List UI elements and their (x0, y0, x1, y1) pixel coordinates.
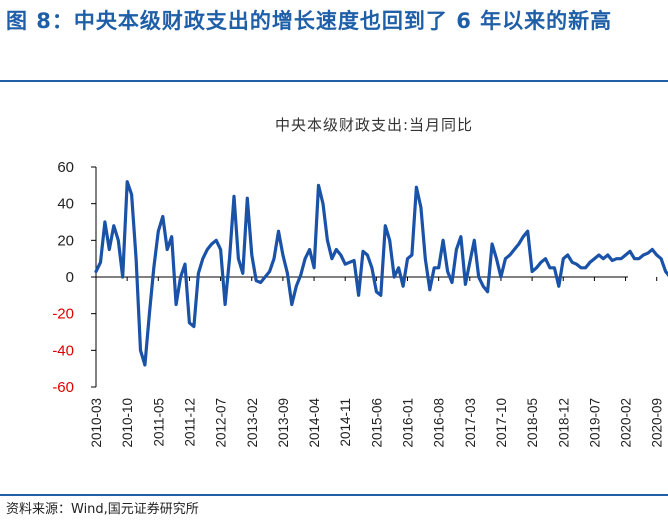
x-tick-label: 2010-03 (89, 398, 104, 448)
x-tick-label: 2018-12 (556, 398, 571, 448)
x-tick-label: 2020-02 (619, 398, 634, 448)
x-tick-label: 2019-07 (587, 398, 602, 448)
chart-title: 中央本级财政支出:当月同比 (275, 116, 473, 134)
x-tick-label: 2015-06 (369, 398, 384, 448)
y-axis-ticks: 60 40 20 0 -20 -40 -60 (52, 159, 96, 396)
x-tick-label: 2016-08 (432, 398, 447, 448)
x-tick-label: 2013-02 (245, 398, 260, 448)
y-tick-label: 0 (66, 269, 74, 286)
x-tick-label: 2014-04 (307, 398, 322, 448)
x-tick-label: 2014-11 (338, 398, 353, 447)
bottom-divider (0, 494, 668, 496)
y-tick-label: -40 (52, 342, 74, 359)
x-tick-label: 2017-10 (494, 398, 509, 448)
x-tick-label: 2013-09 (276, 398, 291, 448)
figure-title: 图 8：中央本级财政支出的增长速度也回到了 6 年以来的新高 (6, 9, 613, 33)
x-tick-label: 2012-07 (214, 398, 229, 448)
x-tick-label: 2010-10 (120, 398, 135, 448)
x-tick-label: 2020-09 (650, 398, 665, 448)
y-tick-label: -20 (52, 306, 74, 323)
y-tick-label: -60 (52, 379, 74, 396)
x-tick-label: 2016-01 (401, 398, 416, 448)
series-line (94, 180, 668, 367)
x-tick-label: 2018-05 (525, 398, 540, 448)
x-tick-label: 2017-03 (463, 398, 478, 448)
y-tick-label: 60 (57, 159, 74, 176)
x-tick-label: 2011-12 (182, 398, 197, 447)
y-tick-label: 40 (57, 196, 74, 213)
x-tick-label: 2011-05 (151, 398, 166, 447)
top-divider (0, 80, 668, 82)
x-axis-ticks: 2010-03 2010-10 2011-05 2011-12 2012-07 2013-… (89, 277, 665, 448)
source-note: 资料来源：Wind,国元证券研究所 (6, 502, 199, 517)
y-tick-label: 20 (57, 232, 74, 249)
